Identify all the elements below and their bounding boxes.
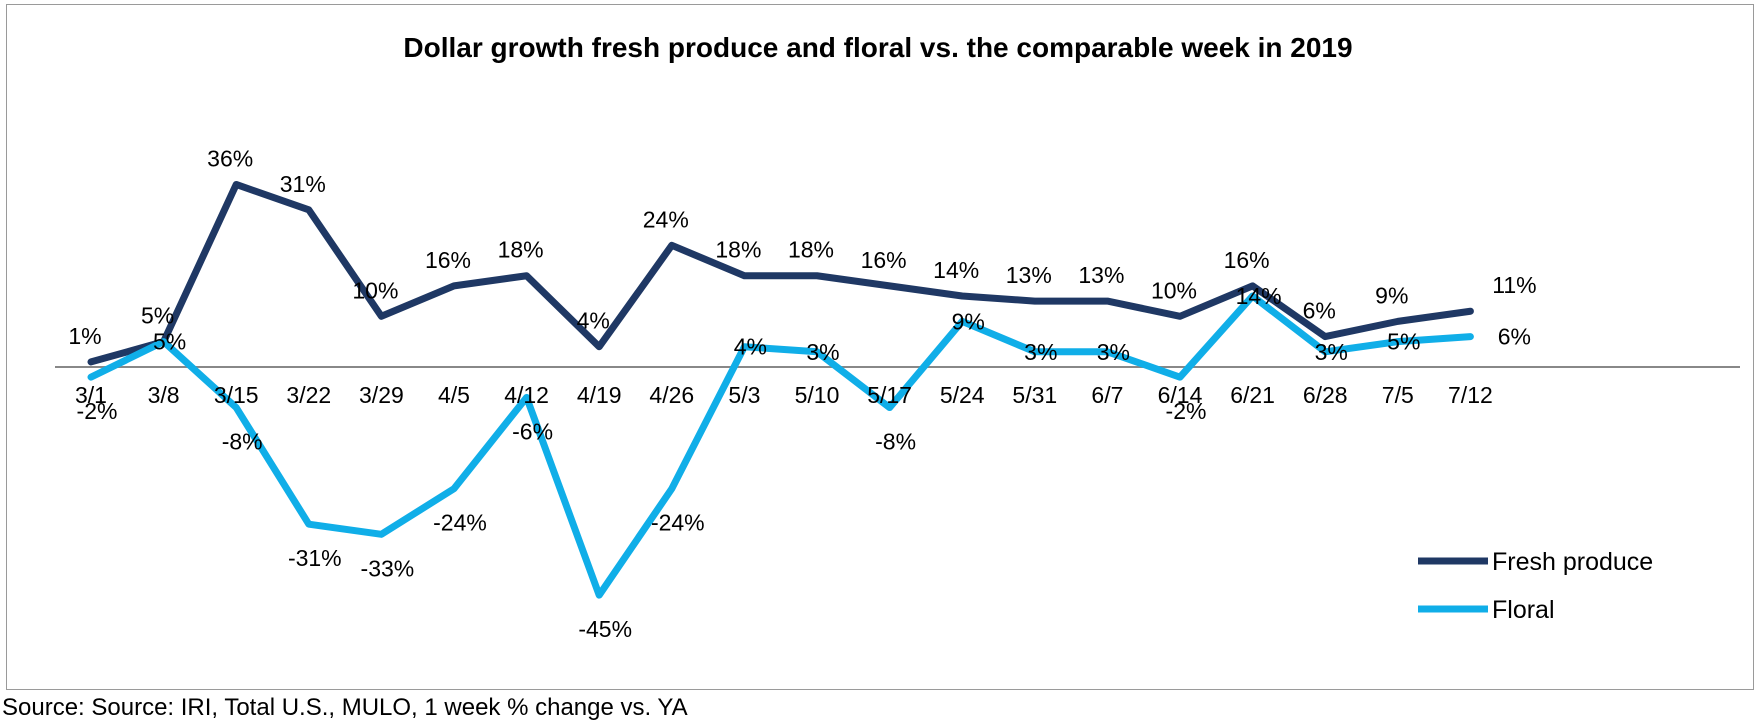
x-tick-label-4-5: 4/5 [438,382,470,408]
data-label-fresh-produce-3-15: 36% [207,145,253,171]
data-label-floral-7-12: 6% [1498,324,1531,350]
data-label-floral-3-15: -8% [222,429,263,455]
data-label-floral-6-28: 3% [1315,339,1348,365]
legend-label-fresh-produce: Fresh produce [1492,548,1653,576]
x-tick-label-4-12: 4/12 [504,382,549,408]
data-label-fresh-produce-3-1: 1% [68,323,101,349]
data-label-floral-3-1: -2% [77,398,118,424]
x-tick-label-3-15: 3/15 [214,382,259,408]
data-label-floral-3-22: -31% [288,545,342,571]
data-label-floral-4-26: -24% [651,510,705,536]
data-label-floral-6-7: 3% [1097,339,1130,365]
source-note: Source: Source: IRI, Total U.S., MULO, 1… [2,694,688,721]
x-tick-label-3-22: 3/22 [286,382,331,408]
data-label-fresh-produce-4-5: 16% [425,247,471,273]
x-tick-label-7-12: 7/12 [1448,382,1493,408]
x-tick-label-5-31: 5/31 [1012,382,1057,408]
data-label-fresh-produce-6-14: 10% [1151,277,1197,303]
data-label-fresh-produce-7-12: 11% [1492,272,1536,298]
data-label-fresh-produce-5-31: 13% [1006,262,1052,288]
data-label-fresh-produce-5-17: 16% [861,247,907,273]
series-line-floral [87,292,1474,599]
x-tick-label-5-17: 5/17 [867,382,912,408]
data-label-fresh-produce-3-29: 10% [352,277,398,303]
chart-frame [6,4,1754,690]
data-label-floral-4-5: -24% [433,510,487,536]
data-label-floral-3-8: 5% [153,329,186,355]
x-tick-label-5-24: 5/24 [940,382,985,408]
x-tick-labels: 3/1 3/8 3/15 3/22 3/29 4/5 4/12 4/19 4/26 5/3 5/10… [75,382,1493,408]
x-tick-label-5-3: 5/3 [728,382,760,408]
data-label-floral-7-5: 5% [1387,329,1420,355]
x-tick-label-6-21: 6/21 [1230,382,1275,408]
x-tick-label-3-1: 3/1 [75,382,107,408]
x-tick-label-5-10: 5/10 [795,382,840,408]
data-label-floral-5-17: -8% [875,429,916,455]
x-tick-label-6-14: 6/14 [1158,382,1203,408]
data-label-fresh-produce-5-24: 14% [933,257,979,283]
data-label-fresh-produce-6-21: 16% [1224,247,1270,273]
data-labels: 1% 5% 36% 31% 10% 16% 18% 4% 24% 18% 18% 16% 14% 13% 1… [68,145,1536,642]
data-label-fresh-produce-7-5: 9% [1375,282,1408,308]
data-label-fresh-produce-6-28: 6% [1303,298,1336,324]
data-label-fresh-produce-6-7: 13% [1078,262,1124,288]
series-line-fresh-produce [87,180,1474,366]
x-tick-label-6-7: 6/7 [1091,382,1123,408]
x-tick-label-4-26: 4/26 [649,382,694,408]
data-label-floral-3-29: -33% [361,555,415,581]
data-label-fresh-produce-4-12: 18% [498,237,544,263]
x-tick-label-7-5: 7/5 [1382,382,1414,408]
x-tick-label-3-8: 3/8 [148,382,180,408]
data-label-floral-6-14: -2% [1166,398,1207,424]
series-layer [87,180,1474,599]
x-tick-label-3-29: 3/29 [359,382,404,408]
x-tick-label-4-19: 4/19 [577,382,622,408]
chart-title: Dollar growth fresh produce and floral v… [403,32,1353,63]
data-label-floral-4-19: -45% [578,616,632,642]
x-tick-label-6-28: 6/28 [1303,382,1348,408]
legend-label-floral: Floral [1492,596,1555,624]
data-label-floral-6-21: 14% [1236,283,1282,309]
data-label-fresh-produce-5-10: 18% [788,237,834,263]
data-label-fresh-produce-3-22: 31% [280,171,326,197]
data-label-floral-4-12: -6% [512,418,553,444]
legend: Fresh produce Floral [1418,548,1653,624]
data-label-fresh-produce-3-8: 5% [141,303,174,329]
data-label-floral-5-3: 4% [734,334,767,360]
data-label-fresh-produce-5-3: 18% [715,237,761,263]
data-label-floral-5-31: 3% [1024,339,1057,365]
data-label-floral-5-10: 3% [806,339,839,365]
data-label-fresh-produce-4-26: 24% [643,206,689,232]
data-label-fresh-produce-4-19: 4% [577,308,610,334]
data-label-floral-5-24: 9% [952,308,985,334]
